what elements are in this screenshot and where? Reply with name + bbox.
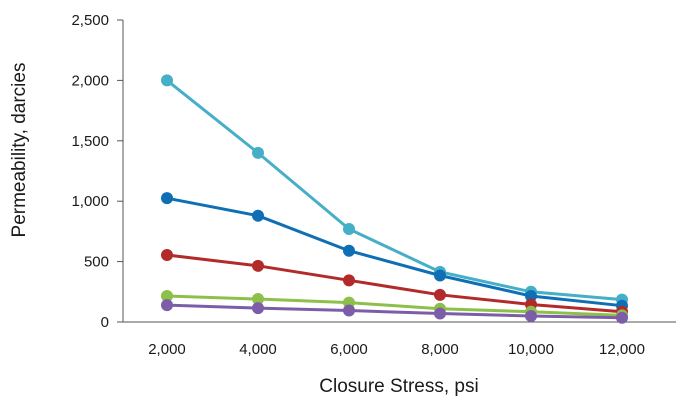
data-point: [525, 309, 537, 322]
data-point: [252, 209, 264, 222]
series: [161, 299, 628, 324]
x-tick-label: 2,000: [148, 341, 186, 358]
axes: [122, 20, 676, 323]
data-point: [161, 248, 173, 261]
x-tick-label: 10,000: [508, 341, 554, 358]
x-tick-label: 6,000: [330, 341, 368, 358]
series-line: [166, 294, 623, 317]
series-line: [166, 253, 623, 314]
data-point: [161, 290, 173, 303]
data-point: [343, 222, 355, 235]
x-tick-label: 8,000: [421, 341, 459, 358]
y-axis-title: Permeability, darcies: [9, 63, 30, 238]
data-point: [252, 302, 264, 315]
data-point: [252, 259, 264, 272]
data-point: [252, 293, 264, 306]
data-point: [525, 290, 537, 303]
data-point: [161, 192, 173, 205]
y-tick-label: 1,000: [71, 193, 109, 210]
data-point: [161, 74, 173, 87]
series-line: [166, 196, 623, 308]
y-tick-label: 2,000: [71, 72, 109, 89]
series: [161, 192, 628, 312]
data-point: [252, 146, 264, 159]
y-tick-label: 2,500: [71, 12, 109, 29]
data-point: [434, 269, 446, 282]
data-point: [343, 244, 355, 257]
data-point: [343, 304, 355, 317]
y-tick-label: 500: [84, 254, 109, 271]
data-point: [434, 288, 446, 301]
data-point: [616, 311, 628, 324]
x-axis-ticks: 2,000 4,000 6,000 8,000 10,000 12,000: [148, 341, 645, 358]
series-group: [161, 74, 628, 324]
series-line: [166, 303, 623, 320]
data-point: [434, 307, 446, 320]
y-axis-ticks: 0 500 1,000 1,500 2,000 2,500: [71, 12, 123, 331]
series-line: [166, 79, 623, 302]
y-tick-label: 0: [101, 314, 109, 331]
data-point: [161, 299, 173, 312]
x-tick-label: 12,000: [599, 341, 645, 358]
data-point: [343, 274, 355, 287]
x-axis-title: Closure Stress, psi: [319, 376, 478, 397]
y-tick-label: 1,500: [71, 133, 109, 150]
series: [161, 74, 628, 306]
x-tick-label: 4,000: [239, 341, 277, 358]
